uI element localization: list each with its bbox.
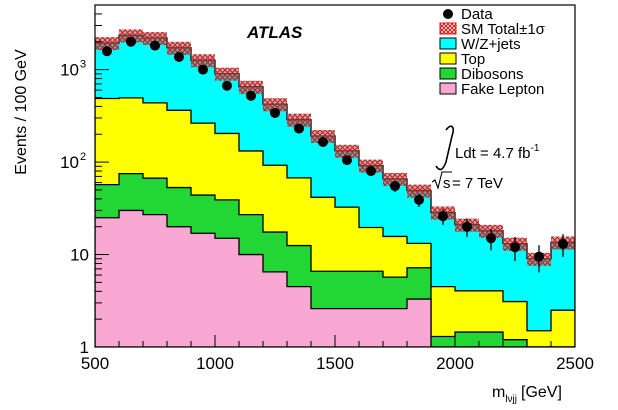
x-tick-label: 2000: [436, 354, 474, 373]
legend-label: W/Z+jets: [461, 36, 521, 53]
data-point: [270, 107, 280, 118]
y-tick-label-exponent: 2: [80, 151, 86, 163]
y-tick-label: 10: [60, 61, 79, 80]
plot-area: [95, 29, 575, 347]
data-point: [486, 233, 496, 244]
band-bin-hatch: [383, 172, 407, 186]
x-tick-label: 1000: [196, 354, 234, 373]
x-axis-title-unit: [GeV]: [521, 384, 562, 401]
luminosity-exp: -1: [530, 143, 539, 154]
data-point: [534, 251, 544, 262]
legend-label: Dibosons: [461, 66, 524, 83]
band-bin-hatch: [191, 54, 215, 68]
x-tick-label: 1500: [316, 354, 354, 373]
x-axis-title-var: m: [492, 384, 505, 401]
x-tick-label: 500: [81, 354, 109, 373]
band-bin-hatch: [143, 32, 167, 46]
data-point: [366, 166, 376, 177]
band-bin-hatch: [407, 184, 431, 198]
data-point: [390, 181, 400, 192]
y-tick-label-exponent: 3: [80, 59, 86, 71]
band-bin-hatch: [215, 67, 239, 81]
data-point: [510, 242, 520, 253]
data-point: [294, 123, 304, 134]
data-point: [558, 239, 568, 250]
y-axis-title: Events / 100 GeV: [13, 49, 30, 175]
legend-marker-box: [439, 67, 457, 80]
data-point: [462, 221, 472, 232]
legend-marker-box: [439, 37, 457, 50]
legend-label: SM Total±1σ: [461, 21, 546, 38]
data-points: [102, 36, 568, 273]
legend-label: Fake Lepton: [461, 81, 544, 98]
energy-annotation: s = 7 TeV: [431, 171, 503, 192]
data-point: [222, 80, 232, 91]
luminosity-text: Ldt = 4.7 fb: [455, 145, 530, 162]
legend-marker-box: [439, 52, 457, 65]
x-tick-label: 2500: [556, 354, 594, 373]
axis-ticks: [94, 4, 576, 348]
luminosity-annotation: Ldt = 4.7 fb-1: [435, 125, 540, 171]
data-point: [150, 40, 160, 51]
data-point: [198, 64, 208, 75]
legend-marker-hatch: [439, 22, 457, 35]
sm-uncertainty-band: [95, 29, 575, 266]
data-point: [246, 90, 256, 101]
stack-fake: [95, 209, 575, 347]
band-bin-hatch: [239, 80, 263, 94]
band-bin-hatch: [263, 98, 287, 112]
data-point: [126, 36, 136, 47]
energy-prefix: s: [443, 175, 451, 192]
legend-label: Data: [461, 6, 493, 23]
band-bin-hatch: [311, 130, 335, 143]
data-point: [318, 136, 328, 147]
x-tick-labels: 500 1000 1500 2000 2500: [81, 354, 594, 373]
energy-text: = 7 TeV: [452, 175, 503, 192]
data-point: [438, 211, 448, 222]
data-point: [414, 194, 424, 205]
svg-text:Ldt = 4.7 fb-1: Ldt = 4.7 fb-1: [455, 143, 540, 162]
band-bin-hatch: [335, 144, 359, 158]
stack-layer: [95, 34, 575, 347]
y-tick-label: 1: [80, 338, 89, 357]
x-axis-title: mlνjj [GeV]: [492, 384, 562, 405]
experiment-label: ATLAS: [246, 23, 303, 42]
integral-sign-icon: [435, 125, 454, 171]
y-tick-label: 10: [60, 153, 79, 172]
legend-label: Top: [461, 51, 485, 68]
band-bin-hatch: [167, 41, 191, 55]
data-point: [174, 51, 184, 62]
y-tick-label: 10: [70, 246, 89, 265]
data-point: [102, 46, 112, 57]
band-bin-hatch: [119, 29, 143, 43]
legend-marker-data: [443, 9, 453, 19]
band-bin-hatch: [95, 37, 119, 51]
band-bin-hatch: [287, 113, 311, 127]
legend-marker-box: [439, 82, 457, 95]
x-axis-title-sub: lνjj: [505, 394, 517, 405]
data-point: [342, 155, 352, 166]
sqrt-sign-icon: [431, 171, 452, 190]
